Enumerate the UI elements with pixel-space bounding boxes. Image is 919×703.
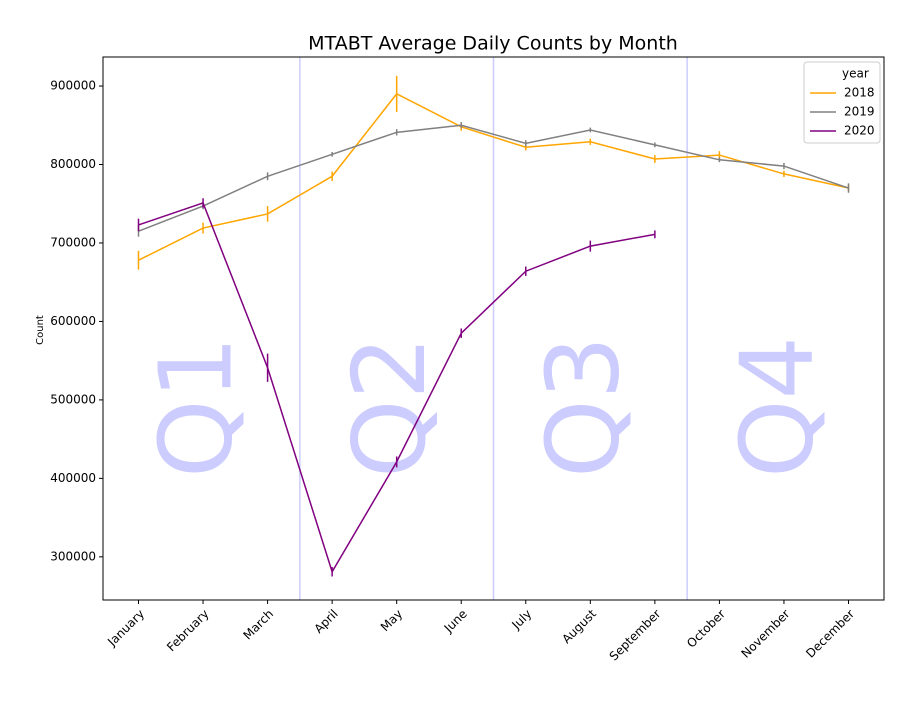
x-tick-label: April [311, 607, 340, 636]
x-tick-label: February [164, 607, 212, 655]
x-tick-label: September [607, 607, 664, 664]
series-line [138, 92, 849, 261]
x-tick-label: December [803, 607, 857, 661]
y-tick-label: 500000 [50, 392, 96, 406]
y-tick-label: 900000 [50, 79, 96, 93]
legend-title: year [842, 67, 869, 81]
y-tick-label: 600000 [50, 314, 96, 328]
quarter-label: Q2 [331, 336, 448, 478]
quarter-label: Q4 [718, 336, 835, 478]
x-tick-label: May [378, 607, 405, 634]
legend-label: 2019 [844, 105, 875, 119]
y-tick-label: 700000 [50, 235, 96, 249]
x-tick-label: July [508, 607, 534, 633]
x-tick-label: March [240, 607, 276, 643]
y-axis-label: Count [35, 315, 46, 345]
x-tick-label: January [104, 607, 147, 650]
quarter-label: Q3 [525, 336, 642, 478]
chart-title: MTABT Average Daily Counts by Month [308, 33, 678, 55]
legend-box [803, 61, 881, 144]
legend-label: 2020 [844, 124, 875, 138]
y-tick-label: 800000 [50, 157, 96, 171]
x-tick-label: October [684, 607, 728, 651]
x-tick-label: June [441, 607, 470, 636]
y-tick-label: 400000 [50, 471, 96, 485]
x-tick-label: November [739, 607, 793, 661]
quarter-label: Q1 [137, 336, 254, 478]
plot-frame [102, 56, 885, 601]
legend-label: 2018 [844, 86, 875, 100]
series-line [138, 124, 849, 232]
x-tick-label: August [559, 606, 599, 646]
y-tick-label: 300000 [50, 549, 96, 563]
